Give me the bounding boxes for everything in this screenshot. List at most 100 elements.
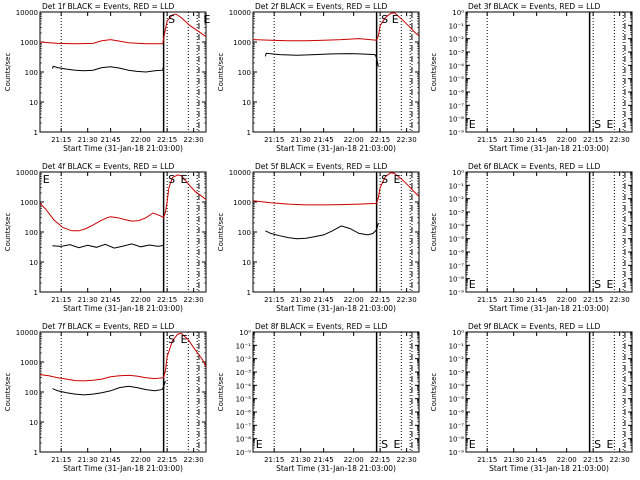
end-marker: E bbox=[607, 278, 614, 291]
y-tick-label: 10⁻⁴ bbox=[449, 62, 465, 70]
y-tick-label: 10⁻⁸ bbox=[449, 276, 465, 284]
plot-panel-7: Det 7f BLACK = Events, RED = LLD 1 10 100 10… bbox=[4, 322, 207, 473]
plot-panel-5: Det 5f BLACK = Events, RED = LLD 1 10 100 10… bbox=[217, 162, 420, 313]
plot-frame bbox=[465, 171, 633, 293]
y-tick-label: 10⁻⁹ bbox=[236, 449, 252, 457]
y-tick-label: 10⁻² bbox=[449, 196, 465, 204]
plot-frame bbox=[39, 171, 207, 293]
x-tick-label: 21:30 bbox=[78, 136, 98, 144]
lld-series-line bbox=[252, 12, 420, 42]
plot-frame bbox=[252, 331, 420, 453]
x-tick-label: 21:30 bbox=[291, 296, 311, 304]
end-marker: E bbox=[203, 13, 210, 26]
y-tick-label: 10⁻⁵ bbox=[449, 76, 465, 84]
y-tick-label: 10⁻¹ bbox=[236, 342, 252, 350]
y-tick-label: 1000 bbox=[20, 199, 38, 207]
x-axis-label: Start Time (31-Jan-18 21:03:00) bbox=[276, 304, 396, 313]
y-axis-label: Counts/sec bbox=[4, 213, 12, 252]
x-tick-label: 22:30 bbox=[184, 136, 204, 144]
x-axis-label: Start Time (31-Jan-18 21:03:00) bbox=[63, 304, 183, 313]
y-tick-label: 10⁻² bbox=[449, 36, 465, 44]
x-tick-label: 22:30 bbox=[184, 456, 204, 464]
x-tick-label: 21:45 bbox=[314, 296, 334, 304]
y-axis-label: Counts/sec bbox=[430, 373, 438, 412]
plot-panel-1: Det 1f BLACK = Events, RED = LLD 1 10 100 10… bbox=[4, 2, 210, 153]
plot-panel-2: Det 2f BLACK = Events, RED = LLD 1 10 100 10… bbox=[217, 2, 420, 153]
y-tick-label: 10⁻⁴ bbox=[449, 222, 465, 230]
y-axis-label: Counts/sec bbox=[430, 53, 438, 92]
x-tick-label: 21:30 bbox=[78, 296, 98, 304]
y-tick-label: 10⁻² bbox=[236, 356, 252, 364]
y-tick-label: 10⁻⁵ bbox=[449, 236, 465, 244]
plot-frame bbox=[39, 11, 207, 133]
plot-frame bbox=[465, 331, 633, 453]
x-tick-label: 21:45 bbox=[101, 136, 121, 144]
x-tick-label: 22:00 bbox=[131, 296, 151, 304]
y-tick-label: 10 bbox=[29, 419, 38, 427]
end-marker: E bbox=[394, 173, 401, 186]
y-tick-label: 100 bbox=[238, 229, 251, 237]
x-tick-label: 22:00 bbox=[131, 136, 151, 144]
y-tick-label: 1000 bbox=[233, 199, 251, 207]
y-tick-label: 10⁻⁵ bbox=[449, 396, 465, 404]
y-tick-label: 10000 bbox=[229, 169, 251, 177]
start-marker: S bbox=[594, 118, 601, 131]
x-tick-label: 21:30 bbox=[504, 296, 524, 304]
end-marker: E bbox=[607, 438, 614, 451]
end-marker: E bbox=[469, 438, 476, 451]
y-tick-label: 10⁻⁹ bbox=[449, 129, 465, 137]
x-tick-label: 22:00 bbox=[557, 456, 577, 464]
y-tick-label: 10⁻⁵ bbox=[236, 396, 252, 404]
x-tick-label: 22:30 bbox=[397, 456, 417, 464]
y-tick-label: 10⁰ bbox=[239, 329, 251, 337]
start-marker: S bbox=[381, 173, 388, 186]
events-series-line bbox=[264, 52, 379, 67]
y-tick-label: 1 bbox=[34, 129, 38, 137]
x-axis-label: Start Time (31-Jan-18 21:03:00) bbox=[63, 144, 183, 153]
end-marker: E bbox=[256, 438, 263, 451]
x-tick-label: 22:15 bbox=[370, 456, 390, 464]
y-tick-label: 10 bbox=[29, 259, 38, 267]
chart-title: Det 2f BLACK = Events, RED = LLD bbox=[255, 2, 388, 11]
y-tick-label: 10⁻⁷ bbox=[449, 262, 465, 270]
y-axis-label: Counts/sec bbox=[4, 373, 12, 412]
lld-series-line bbox=[39, 332, 207, 382]
y-tick-label: 100 bbox=[238, 69, 251, 77]
start-marker: S bbox=[168, 333, 175, 346]
y-tick-label: 10⁻² bbox=[449, 356, 465, 364]
y-tick-label: 10⁻⁶ bbox=[236, 409, 252, 417]
y-axis-label: Counts/sec bbox=[217, 373, 225, 412]
x-tick-label: 22:15 bbox=[157, 136, 177, 144]
plot-frame bbox=[252, 11, 420, 133]
x-tick-label: 21:45 bbox=[314, 456, 334, 464]
x-tick-label: 21:30 bbox=[504, 136, 524, 144]
x-tick-label: 21:30 bbox=[291, 456, 311, 464]
y-tick-label: 10⁻⁶ bbox=[449, 409, 465, 417]
lld-series-line bbox=[252, 172, 420, 206]
plot-panel-4: Det 4f BLACK = Events, RED = LLD 1 10 100 10… bbox=[4, 162, 207, 313]
y-tick-label: 10⁰ bbox=[452, 9, 464, 17]
chart-title: Det 7f BLACK = Events, RED = LLD bbox=[42, 322, 175, 331]
end-marker: E bbox=[43, 173, 50, 186]
x-axis-label: Start Time (31-Jan-18 21:03:00) bbox=[489, 304, 609, 313]
x-tick-label: 22:00 bbox=[344, 296, 364, 304]
events-series-line bbox=[52, 243, 164, 249]
plot-panel-3: Det 3f BLACK = Events, RED = LLD 10⁻⁹ 10⁻⁸… bbox=[430, 2, 633, 153]
y-tick-label: 10⁻³ bbox=[449, 49, 465, 57]
x-axis-label: Start Time (31-Jan-18 21:03:00) bbox=[63, 464, 183, 473]
x-tick-label: 21:30 bbox=[78, 456, 98, 464]
plot-panel-9: Det 9f BLACK = Events, RED = LLD 10⁻⁹ 10⁻⁸… bbox=[430, 322, 633, 473]
events-series-line bbox=[265, 222, 379, 240]
x-tick-label: 21:15 bbox=[264, 136, 284, 144]
x-tick-label: 22:15 bbox=[583, 136, 603, 144]
y-tick-label: 10⁻⁴ bbox=[449, 382, 465, 390]
x-tick-label: 21:15 bbox=[51, 296, 71, 304]
y-axis-label: Counts/sec bbox=[430, 213, 438, 252]
end-marker: E bbox=[469, 278, 476, 291]
x-tick-label: 21:45 bbox=[527, 136, 547, 144]
y-tick-label: 1 bbox=[34, 289, 38, 297]
x-tick-label: 21:15 bbox=[51, 456, 71, 464]
y-tick-label: 10⁻¹ bbox=[449, 182, 465, 190]
y-tick-label: 10⁻⁶ bbox=[449, 249, 465, 257]
events-series-line bbox=[52, 380, 166, 396]
